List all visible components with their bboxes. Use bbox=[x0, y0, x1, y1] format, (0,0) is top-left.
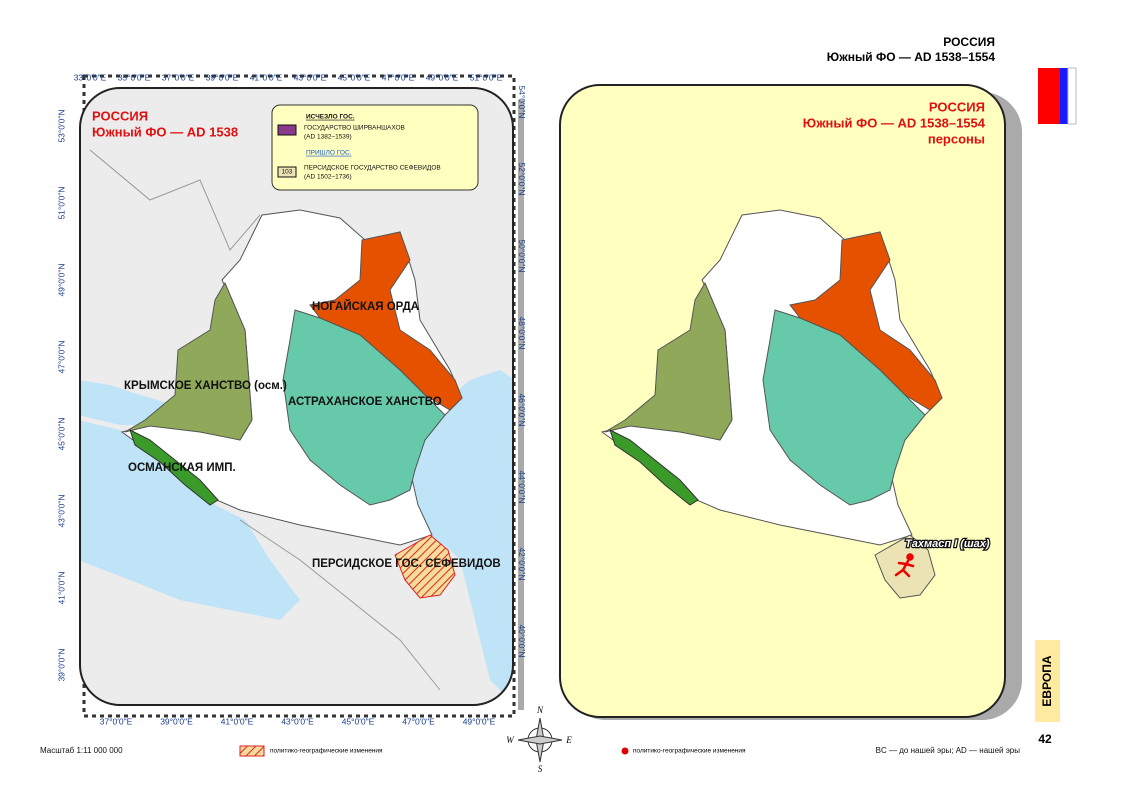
coordinate-label: 53°0'0"N bbox=[56, 109, 66, 142]
legend-heading: ИСЧЕЗЛО ГОС. bbox=[306, 114, 355, 121]
region-label: АСТРАХАНСКОЕ ХАНСТВО bbox=[288, 396, 442, 408]
legend-dates: (AD 1382–1539) bbox=[304, 134, 352, 141]
coordinate-label: 45°0'0"E bbox=[342, 716, 375, 726]
coordinate-label: 39°0'0"E bbox=[160, 716, 193, 726]
coordinate-label: 41°0'0"E bbox=[221, 716, 254, 726]
coordinate-label: 43°0'0"E bbox=[294, 72, 327, 82]
region-label: ПЕРСИДСКОЕ ГОС. СЕФЕВИДОВ bbox=[312, 558, 501, 570]
coordinate-label: 54°0'0"N bbox=[517, 85, 527, 118]
legend-swatch bbox=[239, 745, 265, 757]
coordinate-label: 41°0'0"E bbox=[250, 72, 283, 82]
coordinate-label: 39°0'0"N bbox=[56, 648, 66, 681]
coordinate-label: 48°0'0"N bbox=[517, 316, 527, 349]
coordinate-label: 47°0'0"N bbox=[56, 340, 66, 373]
coordinate-label: 43°0'0"N bbox=[56, 494, 66, 527]
legend: ИСЧЕЗЛО ГОС. ГОСУДАРСТВО ШИРВАНШАХОВ (AD… bbox=[271, 104, 479, 191]
legend-text: политико-географические изменения bbox=[270, 748, 383, 755]
map-border bbox=[79, 87, 514, 706]
map-subtitle: Южный ФО — AD 1538 bbox=[92, 124, 238, 139]
flag bbox=[1038, 67, 1077, 125]
legend-item: ПЕРСИДСКОЕ ГОСУДАРСТВО СЕФЕВИДОВ bbox=[304, 165, 441, 172]
era-note: BC — до нашей эры; AD — нашей эры bbox=[876, 746, 1021, 755]
coordinate-label: 49°0'0"N bbox=[56, 263, 66, 296]
map-title: РОССИЯ bbox=[929, 99, 985, 114]
legend-dot bbox=[621, 747, 629, 755]
coordinate-label: 42°0'0"N bbox=[517, 547, 527, 580]
legend-item: ГОСУДАРСТВО ШИРВАНШАХОВ bbox=[304, 125, 405, 132]
map-subtitle: Южный ФО — AD 1538–1554 bbox=[803, 115, 986, 130]
map-note: персоны bbox=[928, 131, 985, 146]
coordinate-label: 37°0'0"E bbox=[100, 716, 133, 726]
compass-n: N bbox=[536, 705, 544, 715]
compass-w: W bbox=[506, 735, 515, 745]
compass-rose: N W E S bbox=[506, 705, 572, 774]
section-label: ЕВРОПА bbox=[1040, 655, 1054, 706]
coordinate-label: 52°0'0"N bbox=[517, 162, 527, 195]
coordinate-label: 39°0'0"E bbox=[206, 72, 239, 82]
person-label: Тахмасп I (шах) bbox=[905, 538, 990, 550]
legend-text: политико-географические изменения bbox=[633, 748, 746, 755]
compass-s: S bbox=[538, 764, 543, 774]
coordinate-label: 49°0'0"E bbox=[426, 72, 459, 82]
section-tab bbox=[1035, 640, 1060, 722]
coordinate-label: 37°0'0"E bbox=[162, 72, 195, 82]
coordinate-label: 41°0'0"N bbox=[56, 571, 66, 604]
coordinate-label: 49°0'0"E bbox=[463, 716, 496, 726]
shadow bbox=[518, 100, 524, 710]
coordinate-label: 45°0'0"E bbox=[338, 72, 371, 82]
coordinate-labels: 33°0'0"E 35°0'0"E 37°0'0"E 39°0'0"E 41°0'0"E… bbox=[56, 72, 527, 726]
left-map bbox=[80, 88, 513, 705]
legend-code: 103 bbox=[282, 169, 293, 176]
scale: Масштаб 1:11 000 000 bbox=[40, 746, 123, 755]
header-title: РОССИЯ bbox=[943, 35, 995, 49]
coordinate-label: 45°0'0"N bbox=[56, 417, 66, 450]
page-number: 42 bbox=[1038, 732, 1052, 746]
coordinate-label: 40°0'0"N bbox=[517, 624, 527, 657]
coordinate-label: 46°0'0"N bbox=[517, 393, 527, 426]
coordinate-label: 51°0'0"N bbox=[56, 186, 66, 219]
coordinate-label: 33°0'0"E bbox=[74, 72, 107, 82]
region-label: НОГАЙСКАЯ ОРДА bbox=[312, 300, 419, 313]
coordinate-label: 51°0'0"E bbox=[470, 72, 503, 82]
coordinate-label: 35°0'0"E bbox=[118, 72, 151, 82]
coordinate-label: 47°0'0"E bbox=[402, 716, 435, 726]
legend-heading: ПРИШЛО ГОС. bbox=[306, 150, 352, 157]
coordinate-label: 47°0'0"E bbox=[382, 72, 415, 82]
coordinate-label: 50°0'0"N bbox=[517, 239, 527, 272]
right-map-shapes bbox=[600, 209, 943, 599]
coordinate-label: 44°0'0"N bbox=[517, 470, 527, 503]
region-label: КРЫМСКОЕ ХАНСТВО (осм.) bbox=[124, 380, 287, 392]
legend-dates: (AD 1502–1736) bbox=[304, 174, 352, 181]
compass-e: E bbox=[565, 735, 572, 745]
coordinate-label: 43°0'0"E bbox=[281, 716, 314, 726]
region-label: ОСМАНСКАЯ ИМП. bbox=[128, 462, 236, 474]
person-icon bbox=[894, 553, 915, 578]
header-subtitle: Южный ФО — AD 1538–1554 bbox=[827, 50, 996, 64]
map-title: РОССИЯ bbox=[92, 108, 148, 123]
